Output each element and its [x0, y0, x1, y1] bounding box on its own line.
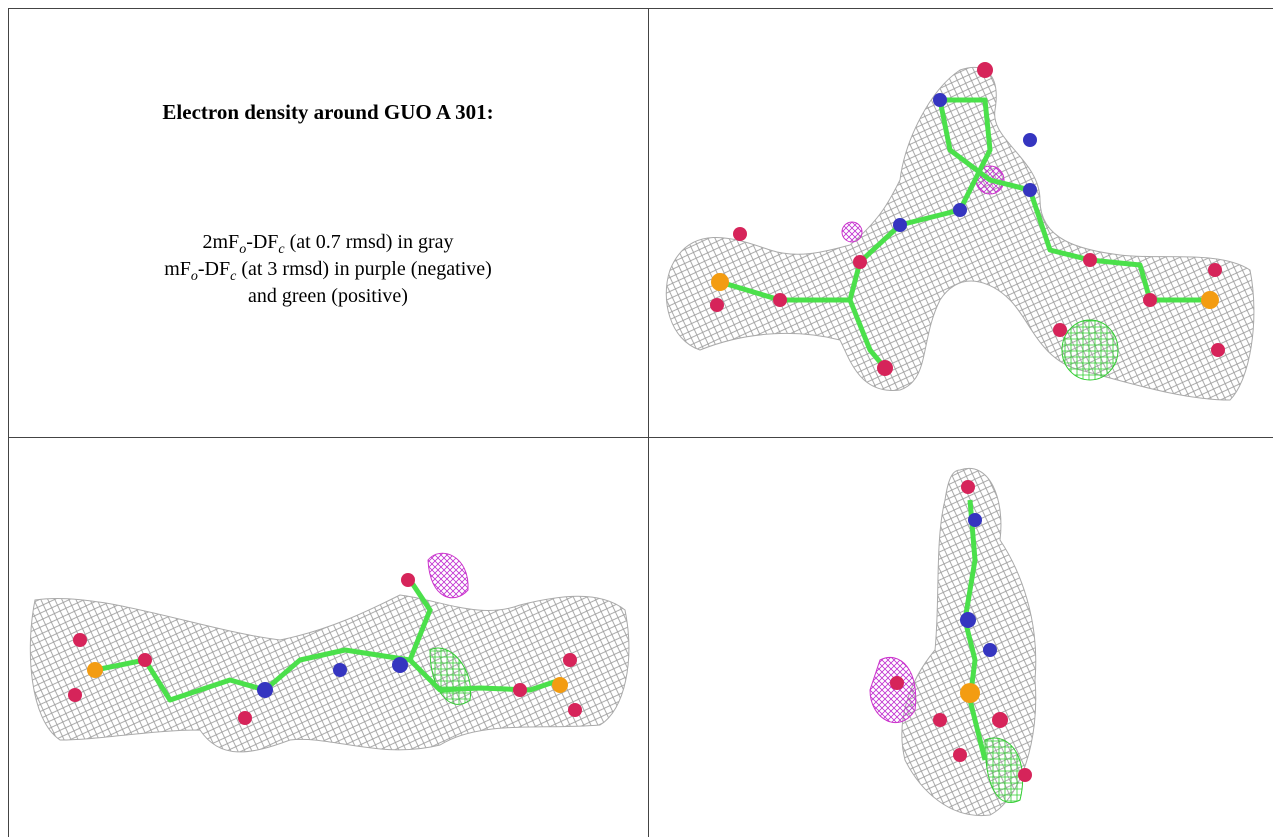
text: (at 0.7 rmsd) in gray	[285, 231, 454, 253]
text: -DF	[246, 231, 278, 253]
text: (at 3 rmsd) in purple (negative)	[236, 258, 491, 280]
figure	[0, 0, 1273, 837]
caption-title: Electron density around GUO A 301:	[8, 100, 648, 125]
text: and green (positive)	[248, 285, 408, 307]
density-view-bottom-left	[30, 553, 629, 752]
caption-line: and green (positive)	[8, 285, 648, 308]
density-view-bottom-right	[870, 468, 1036, 815]
density-view-top	[666, 62, 1254, 400]
caption-line: mFo-DFc (at 3 rmsd) in purple (negative)	[8, 258, 648, 285]
page: Electron density around GUO A 301: 2mFo-…	[0, 0, 1273, 837]
subscript: o	[191, 269, 198, 284]
caption-line: 2mFo-DFc (at 0.7 rmsd) in gray	[8, 231, 648, 258]
text: -DF	[198, 258, 230, 280]
text: 2mF	[203, 231, 240, 253]
text: mF	[164, 258, 191, 280]
